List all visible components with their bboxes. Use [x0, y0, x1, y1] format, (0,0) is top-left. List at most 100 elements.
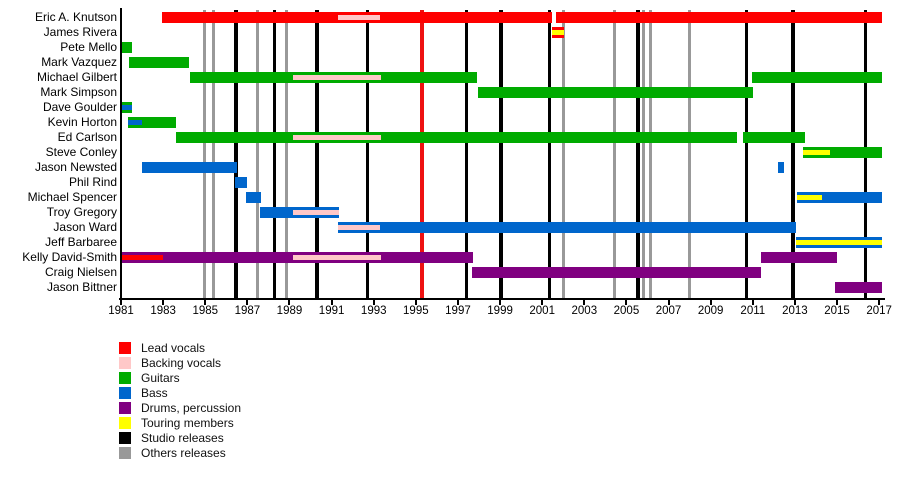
tick-mark	[120, 300, 122, 305]
tick-label: 2013	[782, 305, 808, 317]
tick-mark	[372, 300, 375, 305]
tick-label: 1995	[403, 305, 429, 317]
member-label: Pete Mello	[60, 40, 117, 54]
tick-mark	[330, 300, 333, 305]
timeline-bar-segment	[121, 41, 132, 53]
tick-mark	[709, 300, 712, 305]
tick-label: 1987	[234, 305, 261, 317]
role-stripe	[121, 254, 164, 260]
legend-swatch-lead	[119, 342, 131, 354]
release-line-studio	[636, 10, 640, 298]
tick-mark	[204, 300, 207, 305]
legend-swatch-touring	[119, 417, 131, 429]
tick-label: 1989	[276, 305, 303, 317]
timeline-bar-segment	[834, 281, 882, 293]
tick-mark	[583, 300, 586, 305]
timeline-bar-segment	[129, 56, 190, 68]
timeline-bar-segment	[128, 116, 176, 128]
role-stripe	[797, 194, 823, 200]
tick-mark	[456, 300, 459, 305]
release-line-other	[641, 10, 645, 298]
tick-mark	[414, 300, 417, 305]
release-line-other	[284, 10, 288, 298]
role-stripe	[121, 104, 132, 110]
member-label: Eric A. Knutson	[34, 10, 117, 24]
tick-mark	[878, 300, 881, 305]
legend-label: Studio releases	[141, 431, 224, 445]
release-line-other	[649, 10, 653, 298]
tick-label: 1985	[192, 305, 219, 317]
release-line-other	[202, 10, 206, 298]
release-line-special	[420, 10, 424, 298]
tick-label: 1993	[360, 305, 387, 317]
tick-label: 2003	[571, 305, 598, 317]
role-stripe	[337, 14, 381, 20]
tick-mark	[751, 300, 754, 305]
legend-label: Guitars	[141, 371, 180, 385]
tick-mark	[246, 300, 249, 305]
release-line-other	[561, 10, 565, 298]
member-label: Jason Newsted	[34, 160, 117, 174]
legend-label: Drums, percussion	[141, 401, 242, 415]
release-line-studio	[315, 10, 319, 298]
member-label: Troy Gregory	[46, 205, 117, 219]
member-label: Phil Rind	[68, 175, 117, 189]
member-label: Jason Bittner	[46, 280, 117, 294]
timeline-bar-segment	[797, 191, 882, 203]
tick-label: 1991	[318, 305, 345, 317]
tick-label: 2017	[866, 305, 892, 317]
release-line-studio	[234, 10, 238, 298]
member-label: Kelly David-Smith	[22, 250, 117, 264]
release-line-studio	[464, 10, 469, 298]
timeline-bar-segment	[175, 131, 737, 143]
tick-mark	[667, 300, 670, 305]
timeline-bar-segment	[555, 11, 882, 23]
role-stripe	[803, 149, 830, 155]
timeline-bar-segment	[751, 71, 882, 83]
member-label: Dave Goulder	[42, 100, 117, 114]
timeline-bar-segment	[778, 161, 785, 173]
release-line-other	[212, 10, 216, 298]
release-line-other	[256, 10, 260, 298]
axis-line-x	[119, 298, 885, 300]
tick-mark	[162, 300, 165, 305]
tick-mark	[288, 300, 291, 305]
timeline-bar-segment	[471, 266, 762, 278]
tick-label: 1983	[150, 305, 176, 317]
tick-label: 2007	[655, 305, 682, 317]
tick-mark	[836, 300, 839, 305]
legend-swatch-drums	[119, 402, 131, 414]
tick-label: 2015	[824, 305, 850, 317]
member-label: Steve Conley	[45, 145, 117, 159]
role-stripe	[292, 134, 382, 140]
tick-mark	[541, 300, 544, 305]
member-label: Jason Ward	[53, 220, 117, 234]
legend-swatch-others	[119, 447, 131, 459]
tick-label: 2009	[697, 305, 724, 317]
release-line-studio	[547, 10, 552, 298]
tick-label: 1997	[445, 305, 471, 317]
legend-swatch-guitars	[119, 372, 131, 384]
timeline-bar-segment	[234, 176, 248, 188]
tick-label: 1999	[487, 305, 513, 317]
role-stripe	[292, 254, 382, 260]
release-line-studio	[499, 10, 503, 298]
legend-label: Backing vocals	[141, 356, 222, 370]
member-label: Jeff Barbaree	[45, 235, 117, 249]
tick-mark	[793, 300, 796, 305]
tick-mark	[625, 300, 628, 305]
role-stripe	[337, 224, 381, 230]
member-label: Craig Nielsen	[44, 265, 117, 279]
release-line-other	[613, 10, 617, 298]
timeline-bar-segment	[337, 221, 796, 233]
legend-swatch-bass	[119, 387, 131, 399]
legend-label: Bass	[141, 386, 168, 400]
tick-label: 2001	[529, 305, 555, 317]
axis-line-y	[120, 8, 122, 300]
role-stripe	[292, 209, 339, 215]
tick-label: 2005	[613, 305, 640, 317]
legend-label: Lead vocals	[141, 341, 206, 355]
timeline-bar-segment	[142, 161, 237, 173]
member-label: Michael Gilbert	[36, 70, 117, 84]
